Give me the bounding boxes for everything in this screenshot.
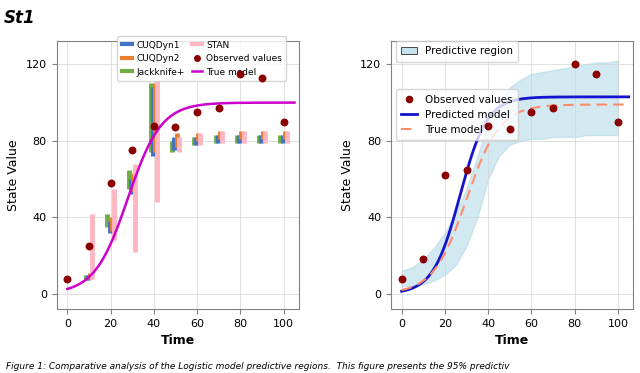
Point — [127, 147, 138, 153]
Text: Figure 1: Comparative analysis of the Logistic model predictive regions.  This f: Figure 1: Comparative analysis of the Lo… — [6, 362, 510, 371]
Point — [570, 62, 580, 68]
Legend: Observed values, Predicted model, True model: Observed values, Predicted model, True m… — [396, 90, 518, 140]
Point — [192, 109, 202, 115]
Point — [461, 167, 472, 173]
Point — [483, 123, 493, 129]
Point — [148, 123, 159, 129]
X-axis label: Time: Time — [161, 335, 195, 347]
Point — [418, 256, 428, 262]
Point — [84, 243, 94, 249]
Point — [257, 75, 267, 81]
Legend: CUQDyn1, CUQDyn2, Jackknife+, STAN, Observed values, True model: CUQDyn1, CUQDyn2, Jackknife+, STAN, Obse… — [117, 36, 287, 81]
Text: St1: St1 — [3, 9, 35, 27]
Point — [440, 172, 450, 178]
X-axis label: Time: Time — [495, 335, 529, 347]
Point — [170, 125, 180, 131]
Point — [236, 71, 246, 77]
Point — [278, 119, 289, 125]
Point — [214, 105, 224, 111]
Point — [591, 71, 602, 77]
Point — [505, 126, 515, 132]
Y-axis label: State Value: State Value — [7, 140, 20, 211]
Point — [397, 276, 407, 282]
Point — [62, 276, 72, 282]
Point — [612, 119, 623, 125]
Point — [526, 109, 536, 115]
Point — [106, 180, 116, 186]
Y-axis label: State Value: State Value — [341, 140, 355, 211]
Point — [548, 105, 558, 111]
